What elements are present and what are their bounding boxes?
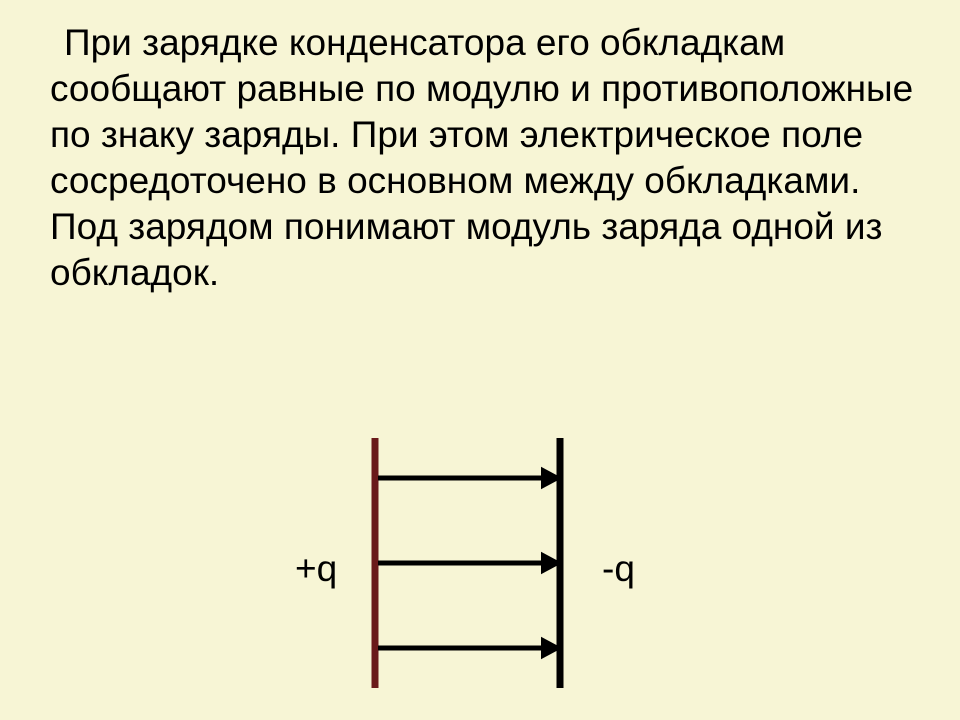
field-lines <box>378 478 556 648</box>
charge-label-negative: -q <box>602 548 635 590</box>
charge-label-positive: +q <box>295 548 337 590</box>
capacitor-diagram <box>0 0 960 720</box>
slide-container: При зарядке конденсатора его обкладкам с… <box>0 0 960 720</box>
